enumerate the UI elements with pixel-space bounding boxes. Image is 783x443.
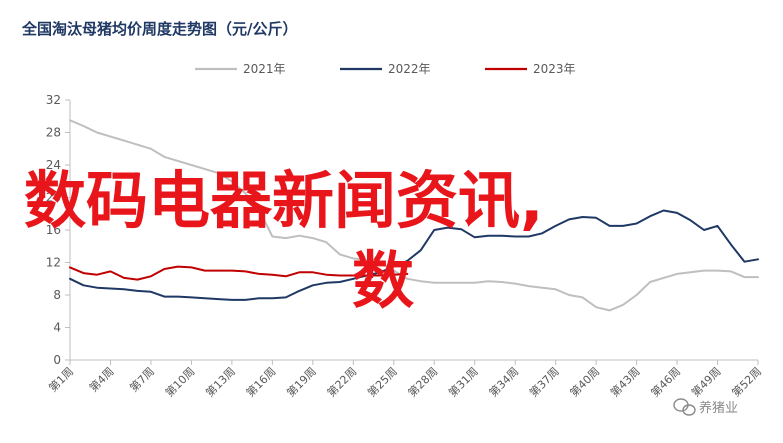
x-tick-label: 第22周: [324, 364, 359, 399]
x-tick-label: 第34周: [486, 364, 521, 399]
legend-label: 2023年: [533, 62, 576, 76]
y-tick-label: 12: [46, 256, 61, 270]
x-tick-label: 第16周: [243, 364, 278, 399]
y-tick-label: 32: [46, 93, 61, 107]
x-tick-label: 第7周: [127, 364, 157, 394]
x-tick-label: 第40周: [567, 364, 602, 399]
x-tick-label: 第25周: [365, 364, 400, 399]
x-tick-label: 第1周: [46, 364, 76, 394]
overlay-text-line2: 数: [352, 244, 414, 317]
wechat-watermark: 养猪业: [673, 398, 738, 416]
y-tick-label: 0: [53, 353, 61, 367]
legend: 2021年 2022年 2023年: [195, 62, 576, 76]
y-tick-label: 16: [46, 223, 61, 237]
x-tick-label: 第46周: [648, 364, 683, 399]
watermark-text: 养猪业: [699, 400, 738, 416]
overlay-text-line1: 数码电器新闻资讯,: [24, 164, 544, 237]
x-tick-label: 第28周: [405, 364, 440, 399]
x-axis: 第1周 第4周 第7周 第10周 第13周 第16周 第19周 第22周 第25周 第28周 第31…: [46, 359, 764, 400]
y-tick-label: 4: [53, 321, 61, 335]
y-axis: 0 4 8 12 16 20 24 28 32: [46, 93, 71, 367]
x-tick-label: 第43周: [607, 364, 642, 399]
x-tick-label: 第19周: [284, 364, 319, 399]
y-tick-label: 28: [46, 126, 61, 140]
x-tick-label: 第4周: [86, 364, 116, 394]
x-tick-label: 第37周: [526, 364, 561, 399]
series-line: [69, 265, 409, 281]
x-tick-label: 第52周: [729, 364, 764, 399]
wechat-icon: [673, 398, 696, 416]
x-tick-label: 第49周: [688, 364, 723, 399]
x-tick-label: 第10周: [162, 364, 197, 399]
y-tick-label: 24: [46, 158, 61, 172]
y-tick-label: 20: [46, 191, 61, 205]
x-tick-label: 第31周: [445, 364, 480, 399]
legend-label: 2021年: [243, 62, 286, 76]
overlay-watermark-text: 数码电器新闻资讯, 数: [24, 164, 544, 317]
series-line: [69, 119, 759, 312]
legend-label: 2022年: [388, 62, 431, 76]
series-line: [69, 209, 759, 301]
chart-title: 全国淘汰母猪均价周度走势图（元/公斤）: [21, 20, 297, 38]
x-tick-label: 第13周: [203, 364, 238, 399]
y-tick-label: 8: [53, 288, 61, 302]
series-layer: [69, 119, 759, 312]
